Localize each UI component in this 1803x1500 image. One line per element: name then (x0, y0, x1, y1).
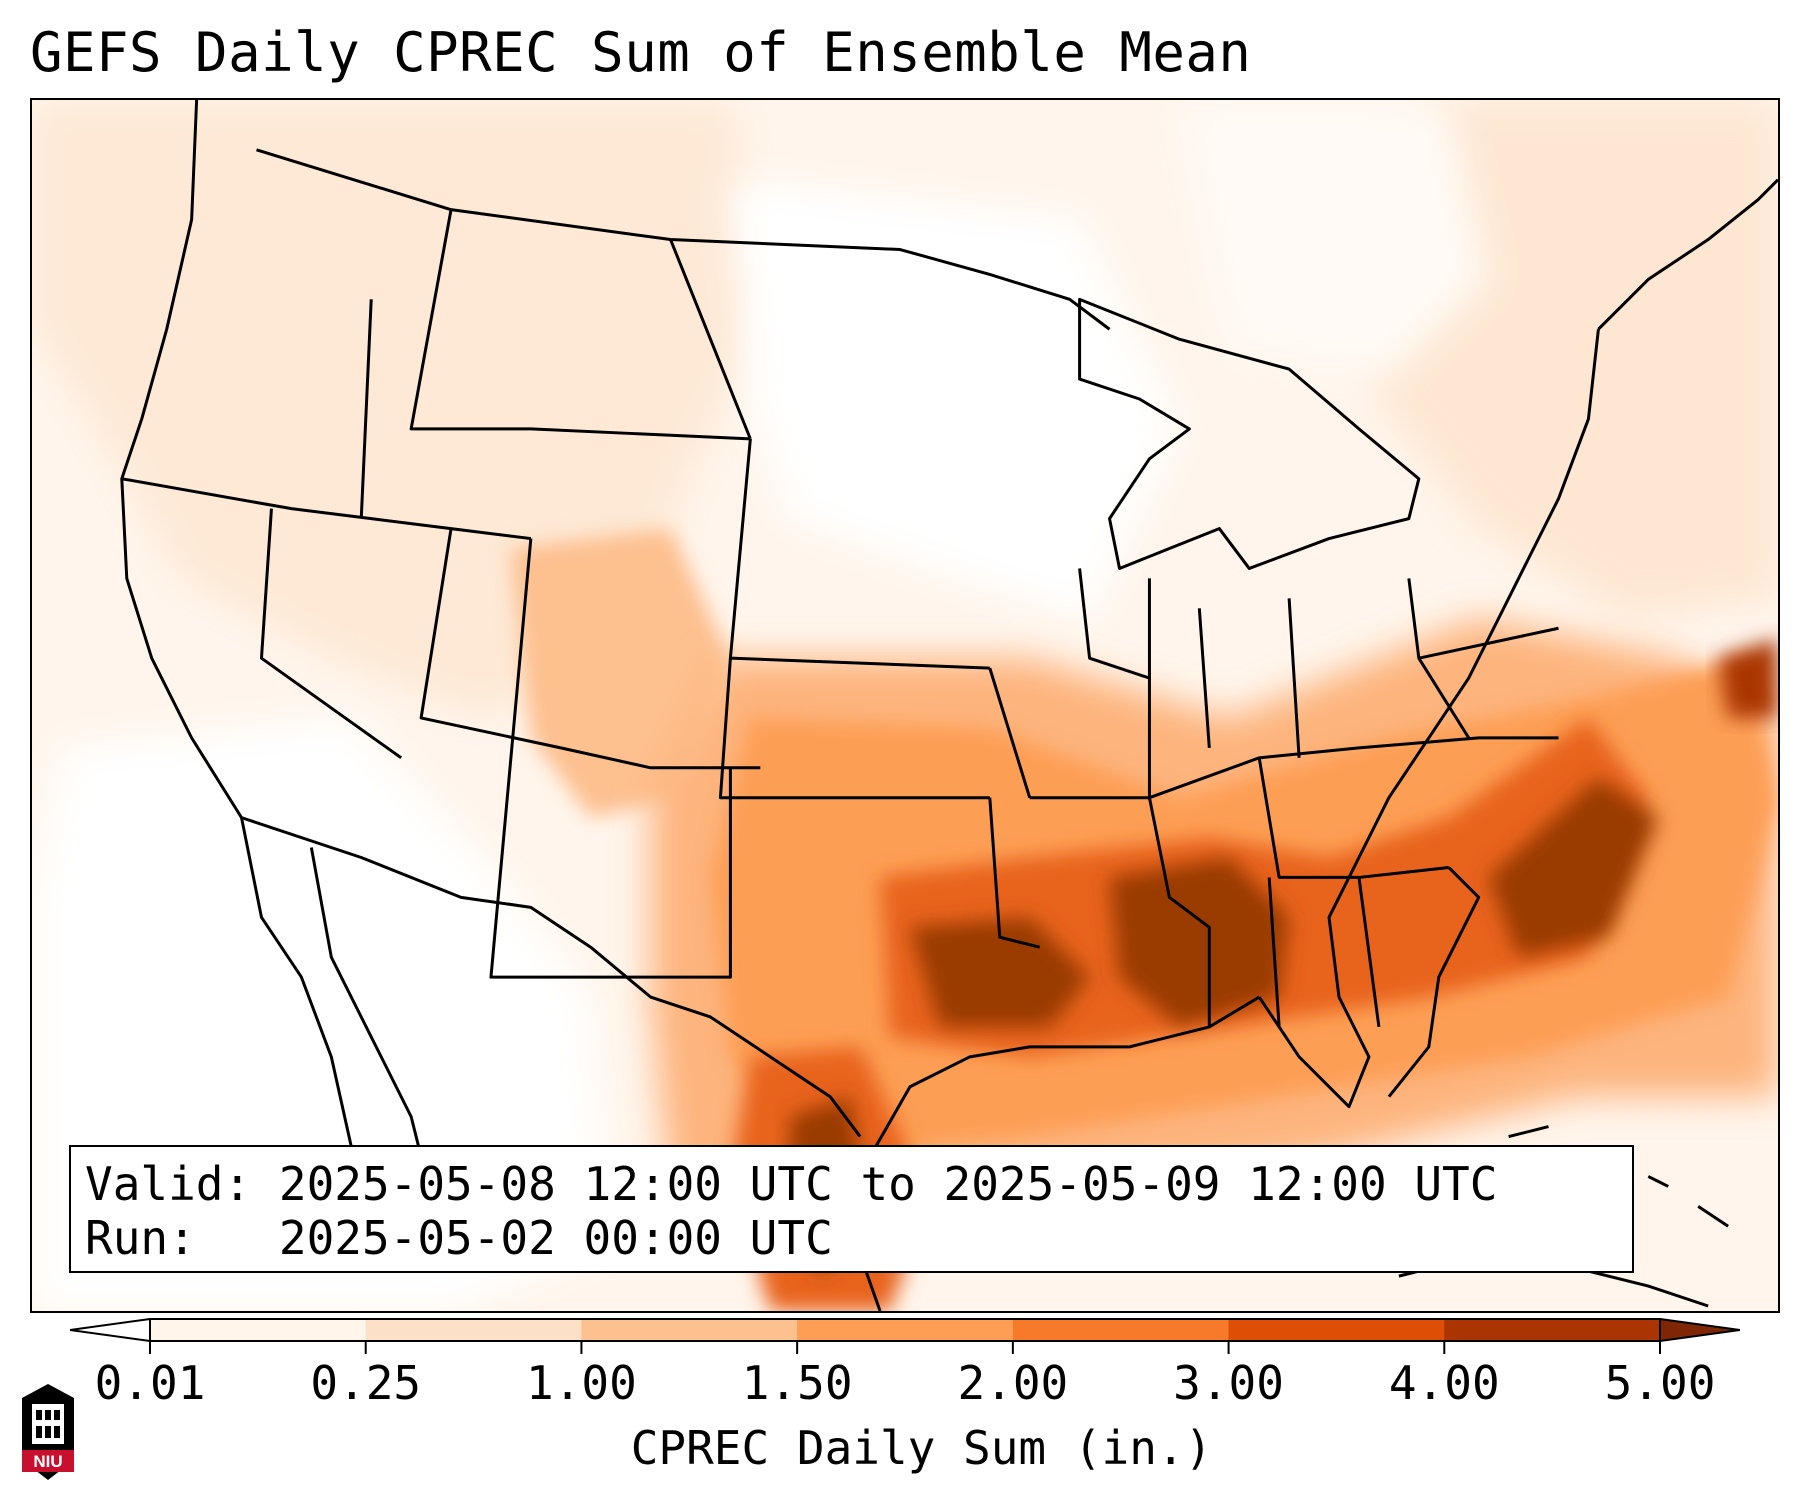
colorbar-tick-label: 0.01 (94, 1356, 206, 1410)
colorbar-tick-label: 2.00 (957, 1356, 1069, 1410)
valid-value: 2025-05-08 12:00 UTC to 2025-05-09 12:00… (278, 1157, 1498, 1211)
colorbar-outline (149, 1318, 1661, 1342)
precipitation-map: Valid: 2025-05-08 12:00 UTC to 2025-05-0… (30, 98, 1780, 1313)
precip-field (32, 100, 1778, 1311)
state-lines-east (988, 568, 1559, 1028)
colorbar-ticks (149, 1342, 1661, 1354)
run-info-box: Valid: 2025-05-08 12:00 UTC to 2025-05-0… (69, 1145, 1634, 1273)
southeast-coastline-detail (1387, 866, 1481, 1098)
niu-logo-text: NIU (33, 1452, 62, 1471)
colorbar (70, 1318, 1740, 1342)
colorbar-tick-label: 3.00 (1173, 1356, 1284, 1410)
map-canvas (32, 100, 1778, 1311)
niu-logo: NIU (22, 1384, 74, 1480)
colorbar-extend-high (1659, 1318, 1740, 1342)
colorbar-tick-label: 4.00 (1388, 1356, 1500, 1410)
run-value: 2025-05-02 00:00 UTC (278, 1211, 833, 1265)
mexico-border (241, 816, 862, 1138)
colorbar-extend-low (70, 1318, 151, 1342)
colorbar-tick-label: 1.00 (526, 1356, 637, 1410)
colorbar-segment (1228, 1319, 1445, 1341)
precip-core-louisiana (909, 917, 1090, 1027)
colorbar-segment (1444, 1319, 1661, 1341)
colorbar-segment (581, 1319, 798, 1341)
state-lines-west (121, 209, 1032, 979)
great-lakes-outline (1078, 297, 1421, 570)
colorbar-segment (150, 1319, 367, 1341)
maine-coastline (1597, 178, 1778, 331)
valid-label: Valid: (85, 1157, 252, 1211)
boundaries (120, 100, 1778, 1311)
precip-core-offshore (1718, 638, 1778, 718)
west-coastline (120, 100, 363, 1227)
colorbar-tick-label: 5.00 (1604, 1356, 1716, 1410)
colorbar-tick-label: 0.25 (310, 1356, 422, 1410)
colorbar-label: CPREC Daily Sum (in.) (630, 1421, 1213, 1475)
baja-coastline (309, 847, 433, 1197)
run-line: Run: 2025-05-02 00:00 UTC (85, 1211, 1618, 1265)
precip-core-atlantic (1488, 777, 1659, 958)
colorbar-segment (1012, 1319, 1230, 1341)
atlantic-coastline (1257, 329, 1600, 1109)
valid-line: Valid: 2025-05-08 12:00 UTC to 2025-05-0… (85, 1157, 1618, 1211)
colorbar-segment (797, 1319, 1014, 1341)
dry-region-plains (730, 179, 1180, 619)
colorbar-segment (365, 1319, 582, 1341)
run-label: Run: (85, 1211, 196, 1265)
precip-region-mountains (510, 528, 731, 818)
colorbar-tick-label: 1.50 (741, 1356, 853, 1410)
page-title: GEFS Daily CPREC Sum of Ensemble Mean (30, 21, 1252, 84)
precip-core-mississippi (1109, 857, 1290, 1027)
dry-region-canada-east (1179, 100, 1489, 380)
